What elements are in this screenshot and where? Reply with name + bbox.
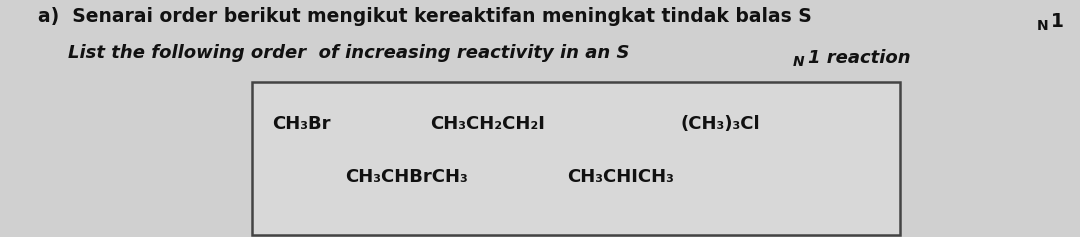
Text: 1: 1: [1052, 12, 1064, 31]
Text: N: N: [1037, 19, 1048, 33]
Bar: [252, 82, 900, 235]
Text: 1 reaction: 1 reaction: [808, 49, 910, 67]
Text: a)  Senarai order berikut mengikut kereaktifan meningkat tindak balas S: a) Senarai order berikut mengikut kereak…: [38, 7, 812, 26]
Text: CH₃CHBrCH₃: CH₃CHBrCH₃: [345, 168, 468, 186]
Text: CH₃CHICH₃: CH₃CHICH₃: [567, 168, 674, 186]
Text: N: N: [793, 55, 805, 69]
Text: CH₃Br: CH₃Br: [272, 115, 330, 133]
Text: CH₃CH₂CH₂I: CH₃CH₂CH₂I: [430, 115, 545, 133]
Text: (CH₃)₃Cl: (CH₃)₃Cl: [680, 115, 759, 133]
Text: List the following order  of increasing reactivity in an S: List the following order of increasing r…: [68, 44, 630, 62]
